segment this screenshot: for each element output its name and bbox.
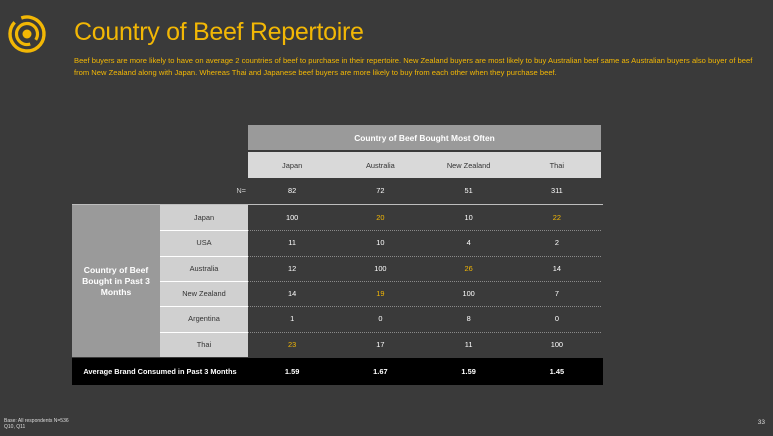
column-header: Australia <box>365 160 395 170</box>
table-cell: 100 <box>550 339 564 349</box>
average-value: 1.45 <box>549 367 565 376</box>
table-cell: 11 <box>288 238 296 248</box>
table-cell: 2 <box>554 238 559 248</box>
row-label: Argentina <box>188 314 220 324</box>
column-group-header: Country of Beef Bought Most Often <box>248 125 601 150</box>
base-note: Base: All respondents N=536 <box>4 418 69 424</box>
page-title: Country of Beef Repertoire <box>74 18 364 46</box>
table-cell: 4 <box>466 238 471 248</box>
table-cell: 100 <box>462 289 475 299</box>
table-cell: 0 <box>554 314 559 324</box>
n-value: 51 <box>464 185 473 195</box>
row-label: Thai <box>196 339 212 349</box>
n-value: 82 <box>288 185 297 195</box>
table-cell: 8 <box>466 314 471 324</box>
n-value: 311 <box>550 185 563 195</box>
table-cell: 12 <box>288 263 297 273</box>
table-cell: 1 <box>290 314 295 324</box>
column-header-bar <box>248 152 601 178</box>
row-label: Australia <box>189 263 219 273</box>
n-label: N= <box>236 185 246 195</box>
page-description: Beef buyers are more likely to have on a… <box>74 56 753 77</box>
table-cell: 23 <box>288 339 297 349</box>
row-label: Japan <box>193 213 215 223</box>
target-logo-icon <box>8 15 46 53</box>
column-header: New Zealand <box>446 160 491 170</box>
table-cell: 10 <box>464 213 473 223</box>
footnote: Base: All respondents N=536 Q10, Q11 <box>4 418 69 430</box>
question-note: Q10, Q11 <box>4 424 26 430</box>
table-cell: 100 <box>374 263 387 273</box>
row-group-label: Country of Beef Bought in Past 3 Months <box>82 264 150 297</box>
table-cell: 7 <box>554 289 559 299</box>
average-row-bar <box>72 358 603 385</box>
average-value: 1.67 <box>373 367 388 376</box>
table-cell: 17 <box>376 339 385 349</box>
table-cell: 100 <box>285 213 299 223</box>
table-cell: 0 <box>378 314 383 324</box>
table-cell: 10 <box>376 238 385 248</box>
table-cell: 14 <box>288 289 297 299</box>
column-header: Thai <box>549 160 565 170</box>
average-value: 1.59 <box>284 367 300 376</box>
table-cell: 26 <box>464 263 473 273</box>
table-cell: 11 <box>464 339 473 349</box>
table-cell: 14 <box>552 263 561 273</box>
column-header: Japan <box>282 160 303 170</box>
average-value: 1.59 <box>461 367 476 376</box>
average-label: Average Brand Consumed in Past 3 Months <box>83 367 237 376</box>
table-cell: 20 <box>376 213 385 223</box>
table-cell: 22 <box>552 213 561 223</box>
row-label: New Zealand <box>182 289 226 299</box>
page-number: 33 <box>757 419 765 426</box>
table-cell: 19 <box>376 289 385 299</box>
n-value: 72 <box>376 185 385 195</box>
row-label: USA <box>196 238 212 248</box>
